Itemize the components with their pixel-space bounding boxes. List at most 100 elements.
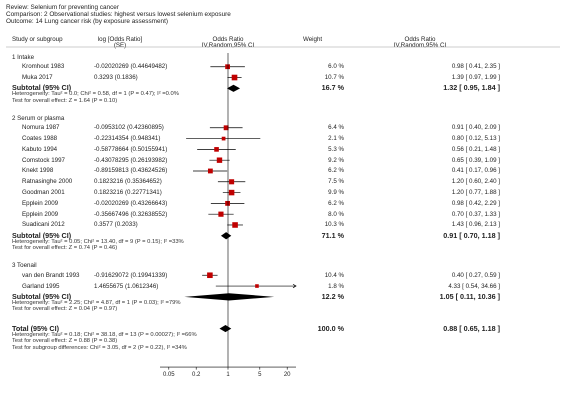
study-name: Knekt 1998 [22, 167, 54, 175]
study-name: Ratnasinghe 2000 [22, 178, 73, 186]
study-name: Garland 1995 [22, 282, 60, 290]
study-name: Coates 1988 [22, 135, 58, 143]
study-logor: -0.02020269 (0.44649482) [94, 63, 168, 71]
col-se: (SE) [113, 42, 127, 49]
subtotal-or-text: 0.91 [ 0.70, 1.18 ] [443, 230, 500, 240]
study-logor: 0.1823216 (0.35364652) [94, 178, 162, 186]
study-or-text: 1.20 [ 0.77, 1.88 ] [451, 189, 500, 197]
study-point [221, 136, 226, 141]
study-weight: 6.2 % [328, 167, 344, 175]
study-logor: -0.89159813 (0.43624526) [94, 167, 168, 175]
study-or-text: 0.91 [ 0.40, 2.09 ] [451, 124, 500, 132]
study-point [228, 189, 235, 196]
study-logor: 0.3293 (0.1836) [94, 74, 138, 82]
subtotal-weight: 12.2 % [321, 291, 344, 301]
study-or-text: 0.98 [ 0.41, 2.35 ] [451, 63, 500, 71]
study-logor: 0.1823216 (0.22771341) [94, 189, 162, 197]
x-tick-label: 5 [258, 372, 262, 378]
study-name: Kromhout 1983 [22, 63, 65, 71]
total-heterogeneity: Heterogeneity: Tau² = 0.18; Chi² = 38.18… [12, 331, 197, 338]
study-or-text: 1.43 [ 0.96, 2.13 ] [451, 221, 500, 229]
subtotal-or-text: 1.32 [ 0.95, 1.84 ] [443, 83, 500, 93]
total-overall-effect: Test for overall effect: Z = 0.88 (P = 0… [12, 338, 118, 345]
study-logor: -0.43078295 (0.26193982) [94, 156, 168, 164]
study-weight: 8.0 % [328, 210, 344, 218]
study-point [218, 211, 224, 217]
study-name: Goodman 2001 [22, 189, 65, 197]
total-or-text: 0.88 [ 0.65, 1.18 ] [443, 323, 500, 333]
study-point [223, 125, 229, 131]
review-title: Review: Selenium for preventing cancer [6, 4, 119, 11]
subtotal-label: Subtotal (95% CI) [12, 230, 72, 240]
study-point [231, 74, 238, 81]
study-point [232, 222, 238, 228]
study-logor: -0.91629072 (0.19941339) [94, 271, 168, 279]
study-or-text: 0.65 [ 0.39, 1.09 ] [451, 156, 500, 164]
col-or-text-method: IV,Random,95% CI [393, 42, 447, 49]
subtotal-label: Subtotal (95% CI) [12, 83, 72, 93]
overall-effect-text: Test for overall effect: Z = 1.64 (P = 0… [12, 97, 118, 104]
col-logor: log [Odds Ratio] [97, 36, 143, 43]
overall-effect-text: Test for overall effect: Z = 0.04 (P = 0… [12, 306, 118, 313]
study-weight: 6.0 % [328, 63, 344, 71]
study-name: Kabuto 1994 [22, 145, 58, 153]
study-logor: -0.58778664 (0.50155941) [94, 145, 168, 153]
overall-effect-text: Test for overall effect: Z = 0.74 (P = 0… [12, 245, 118, 252]
study-point [225, 64, 230, 70]
outcome-title: Outcome: 14 Lung cancer risk (by exposur… [6, 18, 168, 25]
study-name: Epplein 2009 [22, 199, 59, 207]
study-name: Epplein 2009 [22, 210, 59, 218]
heterogeneity-text: Heterogeneity: Tau² = 0.0; Chi² = 0.58, … [12, 91, 179, 98]
study-weight: 10.3 % [324, 221, 344, 229]
study-name: Nomura 1987 [22, 124, 60, 132]
study-point [207, 272, 213, 279]
study-logor: -0.02020269 (0.43266643) [94, 199, 168, 207]
study-logor: 0.3577 (0.2033) [94, 221, 138, 229]
x-tick-label: 0.05 [163, 372, 175, 378]
study-or-text: 4.33 [ 0.54, 34.66 ] [448, 282, 500, 290]
subtotal-diamond [220, 232, 232, 240]
study-logor: -0.22314354 (0.948341) [94, 135, 161, 143]
study-logor: -0.0953102 (0.42360895) [94, 124, 164, 132]
col-or-forest: Odds Ratio [212, 36, 244, 43]
study-weight: 5.3 % [328, 145, 344, 153]
study-name: Muka 2017 [22, 74, 53, 82]
study-or-text: 0.41 [ 0.17, 0.96 ] [451, 167, 500, 175]
study-weight: 10.4 % [324, 271, 344, 279]
study-point [207, 168, 213, 174]
total-weight: 100.0 % [317, 323, 344, 333]
x-tick-label: 20 [284, 372, 291, 378]
study-name: Suadicani 2012 [22, 221, 65, 229]
study-name: van den Brandt 1993 [22, 271, 80, 279]
col-study: Study or subgroup [12, 36, 63, 43]
study-or-text: 0.56 [ 0.21, 1.48 ] [451, 145, 500, 153]
study-or-text: 0.70 [ 0.37, 1.33 ] [451, 210, 500, 218]
subtotal-diamond [226, 84, 241, 92]
subtotal-diamond [184, 293, 275, 301]
x-tick-label: 0.2 [192, 372, 201, 378]
total-diamond [219, 324, 232, 333]
study-point [225, 200, 231, 206]
study-point [255, 284, 259, 288]
heterogeneity-text: Heterogeneity: Tau² = 0.05; Chi² = 13.40… [12, 238, 184, 245]
study-weight: 9.9 % [328, 189, 344, 197]
study-point [216, 157, 223, 163]
study-name: Comstock 1997 [22, 156, 65, 164]
study-or-text: 1.39 [ 0.97, 1.99 ] [451, 74, 500, 82]
study-weight: 6.4 % [328, 124, 344, 132]
subgroup-difference-text: Test for subgroup differences: Chi² = 3.… [12, 344, 187, 351]
study-or-text: 0.80 [ 0.12, 5.13 ] [451, 135, 500, 143]
study-weight: 1.8 % [328, 282, 344, 290]
col-or-text: Odds Ratio [404, 36, 436, 43]
subgroup-title: 3 Toenail [12, 262, 37, 270]
study-or-text: 1.20 [ 0.60, 2.40 ] [451, 178, 500, 186]
study-point [214, 147, 219, 152]
subtotal-label: Subtotal (95% CI) [12, 291, 72, 301]
study-logor: -0.35667496 (0.32638552) [94, 210, 168, 218]
col-or-forest-method: IV,Random,95% CI [201, 42, 255, 49]
study-point [229, 179, 235, 185]
subtotal-weight: 16.7 % [321, 83, 344, 93]
subgroup-title: 2 Serum or plasma [12, 114, 65, 122]
study-weight: 6.2 % [328, 199, 344, 207]
